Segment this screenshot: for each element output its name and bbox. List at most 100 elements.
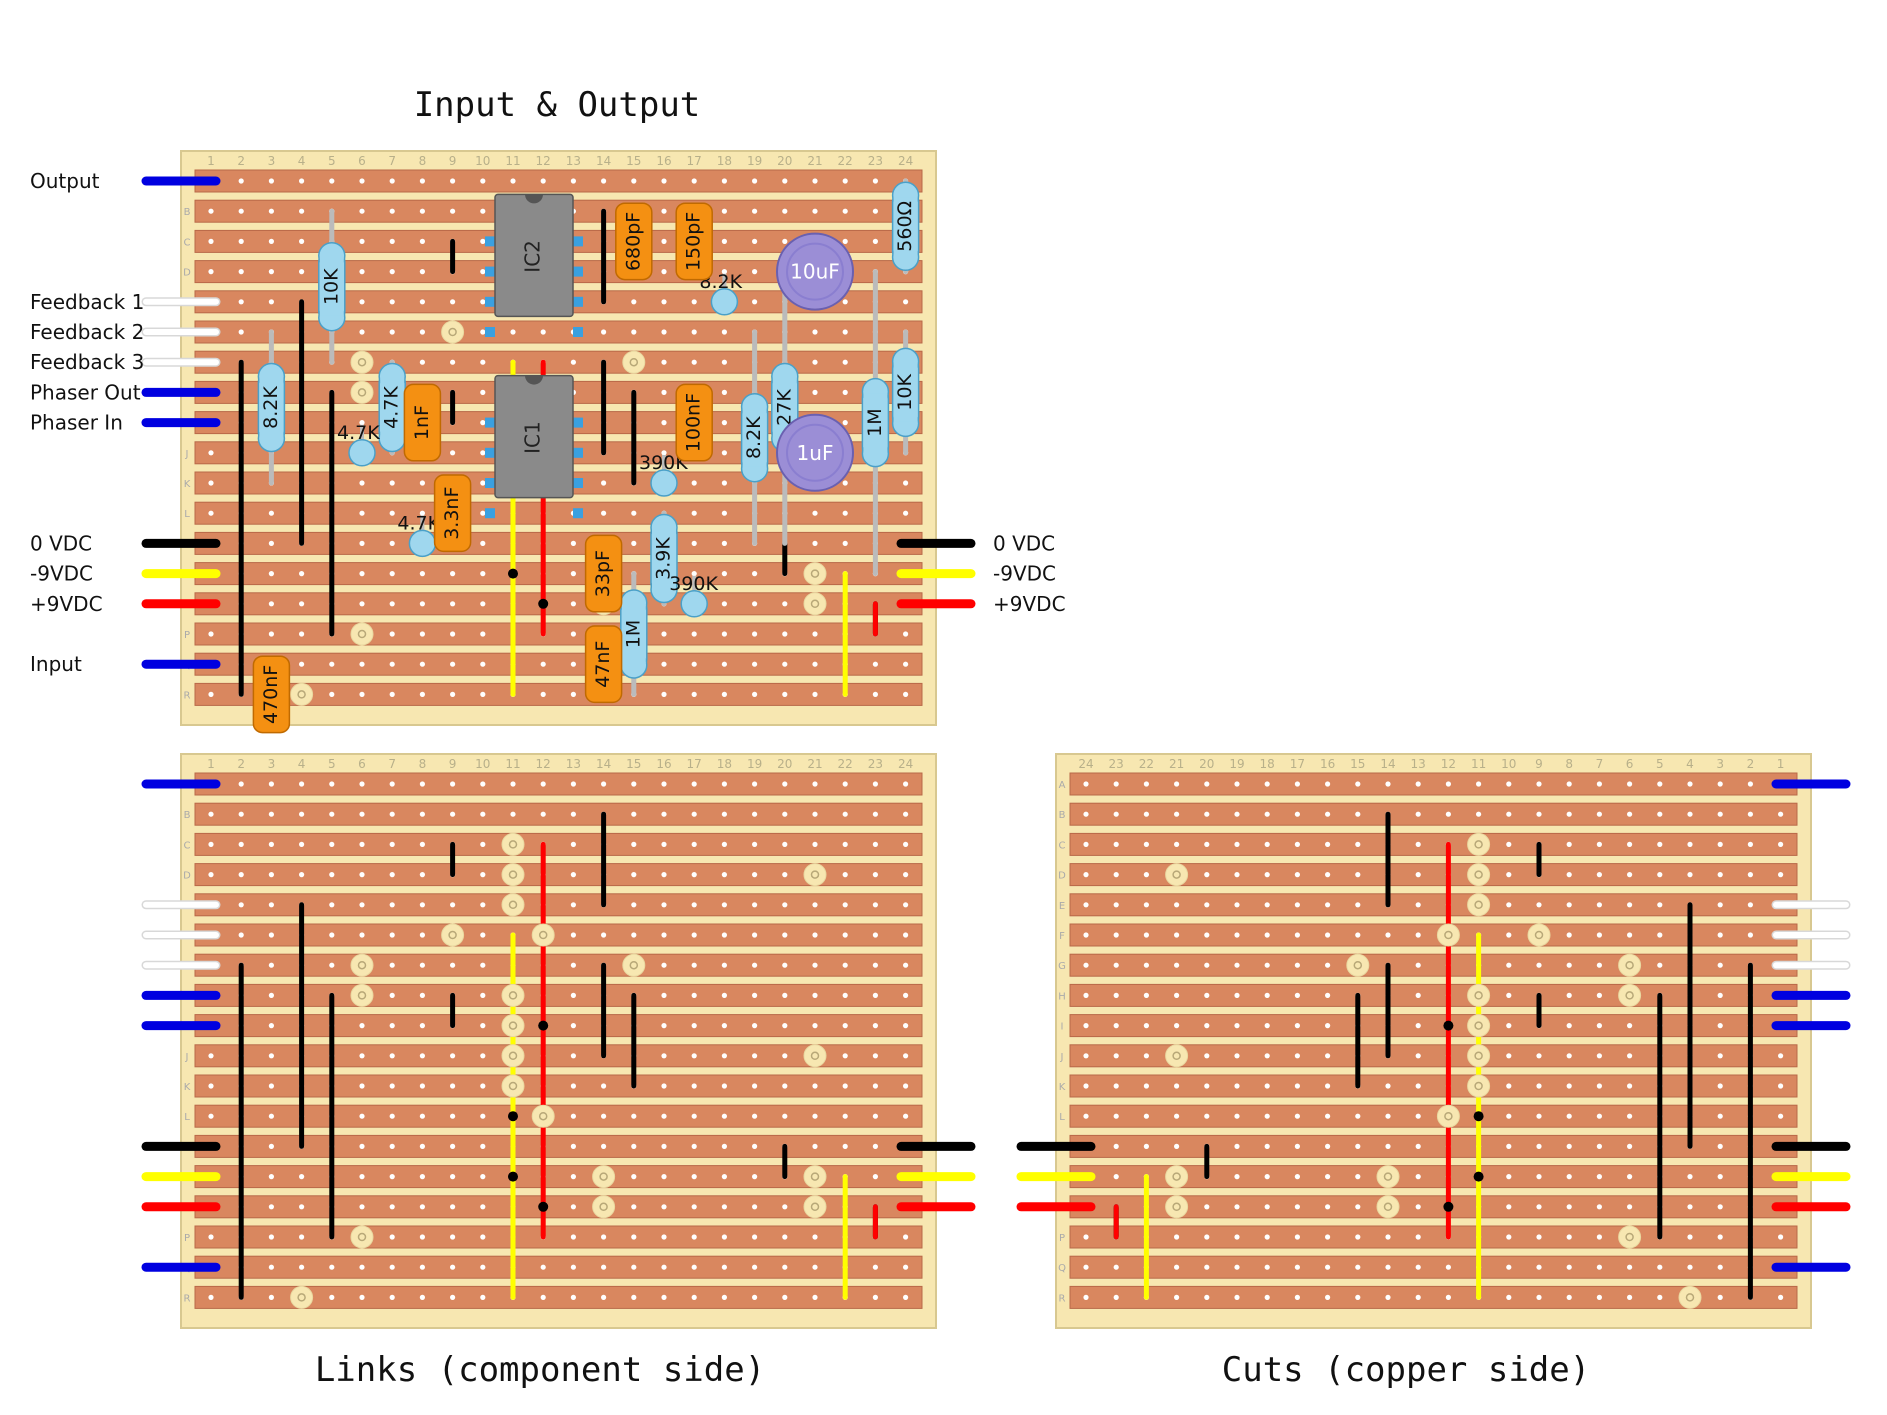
strip-hole — [721, 329, 728, 335]
strip-hole — [601, 1113, 607, 1119]
strip-hole — [812, 1023, 818, 1029]
track-cut-hole — [1625, 991, 1634, 1000]
strip-hole — [1778, 1083, 1784, 1089]
column-number: 23 — [868, 154, 883, 168]
strip-hole — [872, 872, 879, 878]
strip-hole — [268, 1294, 274, 1300]
strip-hole — [812, 631, 818, 637]
strip-hole — [1627, 902, 1633, 908]
strip-hole — [1596, 902, 1602, 908]
strip-hole — [1717, 932, 1723, 938]
strip-hole — [691, 299, 697, 305]
strip-hole — [570, 932, 577, 938]
strip-hole — [1536, 1053, 1542, 1059]
standing-resistor-label: 4.7K — [337, 422, 380, 444]
strip-hole — [721, 1234, 728, 1240]
strip-hole — [631, 781, 637, 787]
strip-hole — [419, 299, 425, 305]
column-number: 19 — [747, 154, 762, 168]
strip-hole — [1325, 1023, 1331, 1029]
column-number: 11 — [505, 757, 520, 771]
strip-hole — [903, 480, 909, 486]
ic-label: IC2 — [521, 240, 545, 273]
strip-hole — [1596, 1174, 1602, 1180]
strip-hole — [510, 811, 516, 817]
strip-hole — [208, 510, 214, 516]
strip-hole — [359, 1083, 365, 1089]
copper-strip — [1069, 1074, 1798, 1098]
copper-strip — [1069, 1044, 1798, 1068]
strip-hole — [570, 1023, 577, 1029]
strip-hole — [1083, 1264, 1089, 1270]
strip-hole — [661, 841, 667, 848]
strip-hole — [903, 1294, 909, 1300]
standing-resistor-label: 390K — [669, 573, 718, 595]
strip-hole — [1294, 1204, 1300, 1210]
wire-label: Feedback 2 — [30, 320, 144, 344]
strip-hole — [1415, 1083, 1421, 1089]
strip-hole — [842, 1083, 848, 1089]
strip-hole — [238, 902, 244, 908]
strip-hole — [1083, 1053, 1089, 1059]
strip-hole — [1294, 1264, 1300, 1270]
strip-hole — [1325, 1053, 1331, 1059]
strip-hole — [1113, 1083, 1119, 1089]
strip-hole — [721, 1053, 728, 1059]
strip-hole — [1717, 1083, 1723, 1089]
strip-hole — [903, 631, 909, 637]
strip-hole — [480, 510, 486, 516]
ic-pin — [485, 266, 495, 277]
strip-hole — [1506, 1083, 1512, 1089]
track-cut — [501, 1074, 525, 1098]
strip-hole — [1234, 1234, 1240, 1240]
strip-hole — [419, 902, 425, 908]
strip-hole — [903, 1113, 909, 1119]
strip-hole — [450, 1204, 456, 1210]
strip-hole — [1717, 902, 1723, 908]
strip-hole — [1143, 872, 1149, 878]
strip-hole — [812, 781, 818, 787]
strip-hole — [1566, 841, 1572, 848]
strip-hole — [1566, 1053, 1572, 1059]
strip-hole — [1355, 781, 1361, 787]
strip-hole — [1204, 1083, 1210, 1089]
strip-hole — [570, 781, 577, 787]
track-cut-hole — [599, 1202, 608, 1212]
strip-hole — [268, 238, 274, 244]
copper-strip — [1069, 832, 1798, 856]
strip-hole — [1294, 932, 1300, 938]
strip-hole — [1113, 781, 1119, 787]
resistor-label: 10K — [894, 374, 916, 411]
track-cut — [803, 1044, 827, 1068]
strip-hole — [1234, 1294, 1240, 1300]
strip-hole — [208, 480, 214, 486]
strip-hole — [1113, 1174, 1119, 1180]
track-cut-hole — [297, 690, 306, 699]
strip-hole — [601, 1143, 607, 1149]
strip-hole — [359, 480, 365, 486]
copper-strip — [194, 1285, 923, 1309]
strip-hole — [1566, 962, 1572, 968]
strip-hole — [1717, 1234, 1723, 1240]
strip-hole — [1627, 1143, 1633, 1149]
track-cut-hole — [810, 1202, 820, 1212]
copper-strip — [194, 1225, 923, 1249]
strip-hole — [752, 1294, 758, 1300]
strip-hole — [752, 1174, 758, 1180]
track-cut — [592, 1165, 616, 1189]
resistor-label: 1M — [622, 620, 644, 648]
electrolytic-label: 10uF — [790, 260, 840, 284]
ic-pin — [573, 508, 583, 519]
strip-hole — [1143, 932, 1149, 938]
track-cut — [622, 953, 646, 977]
strip-hole — [903, 962, 909, 968]
strip-hole — [1174, 1234, 1180, 1240]
strip-hole — [1143, 902, 1149, 908]
row-letter: F — [1059, 931, 1065, 942]
strip-hole — [570, 962, 577, 968]
strip-hole — [1385, 1113, 1391, 1119]
resistor-label: 3.9K — [653, 537, 675, 580]
strip-hole — [268, 631, 274, 637]
strip-hole — [721, 902, 728, 908]
strip-hole — [872, 841, 879, 848]
